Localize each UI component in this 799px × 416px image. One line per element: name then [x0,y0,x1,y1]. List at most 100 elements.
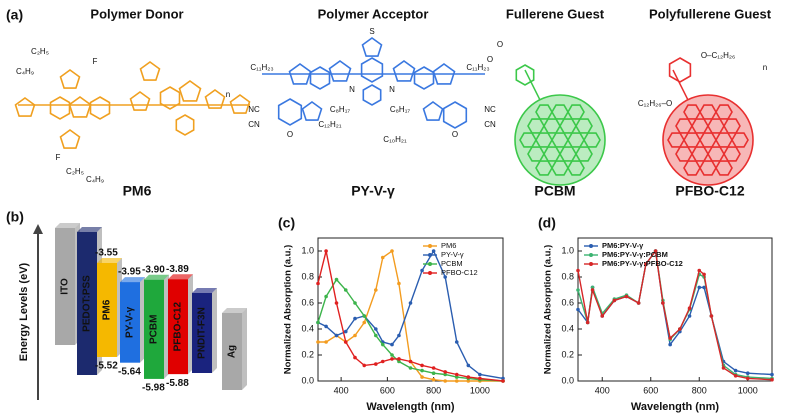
y-tick-label: 0.6 [301,297,314,307]
data-point [501,379,505,383]
data-point [324,249,328,253]
block-label: PM6 [102,299,113,320]
data-point [600,314,605,318]
structure-label: C₄H₉ [16,67,34,76]
legend-marker [428,253,432,257]
homo-label: -5.64 [118,366,141,377]
block-top [77,227,102,232]
data-point [576,307,580,312]
structure-ring [175,114,195,136]
axis-arrow [33,224,43,234]
data-point [374,327,378,331]
x-tick-label: 600 [643,385,658,395]
data-point [624,294,629,299]
data-point [576,268,580,273]
legend-marker [589,253,593,257]
legend-label: PCBM [441,259,463,268]
lumo-label: -3.95 [118,267,141,278]
data-point [770,377,774,382]
legend-label: PY-V-γ [441,250,464,259]
structure-label: N [349,85,355,94]
structure-ring [328,60,352,82]
block-side [140,277,145,363]
energy-block [120,282,140,363]
x-axis-title: Wavelength (nm) [366,401,455,413]
y-tick-label: 1.0 [301,245,314,255]
data-point [362,363,367,368]
data-point [334,333,339,338]
block-label: PEDOT:PSS [82,275,93,332]
data-point [343,340,348,344]
data-point [702,272,706,277]
data-point [380,255,385,260]
legend-marker [428,262,432,266]
structure-name: PCBM [534,183,575,199]
y-tick-label: 0.8 [561,271,574,281]
structure-ring [535,160,553,176]
energy-block [144,279,164,379]
structure-ring [89,96,111,120]
structure-category: Polyfullerene Guest [649,6,772,21]
data-point [745,371,750,376]
structure-ring [413,66,435,90]
structure-label: C₄H₉ [86,175,104,184]
energy-block [192,293,212,373]
legend-label: PM6:PY-V-γ [602,241,644,250]
panel-label: (a) [6,7,23,23]
data-point [590,285,595,290]
structure-label: C₁₂H₂₁ [318,120,341,129]
data-point [353,333,357,338]
y-tick-label: 0.4 [561,323,574,333]
data-point [374,333,378,338]
structure-ring [277,98,303,126]
data-point [343,329,348,334]
data-point [362,320,367,325]
y-tick-label: 0.4 [301,323,314,333]
data-point [678,327,682,331]
x-axis-title: Wavelength (nm) [631,401,720,413]
legend-marker [589,244,593,248]
y-tick-label: 0.2 [561,349,574,359]
data-point [431,371,436,376]
data-point [466,375,471,379]
x-tick-label: 400 [595,385,610,395]
data-point [443,372,447,377]
data-point [397,281,401,286]
data-point [390,357,394,361]
data-point [431,249,436,253]
structure-label: CN [248,120,260,129]
data-point [316,320,320,325]
data-point [324,294,328,299]
structure-label: C₈H₁₇ [390,105,411,114]
x-tick-label: 800 [692,385,707,395]
data-point [316,281,320,286]
data-point [585,320,590,325]
block-side [242,308,247,390]
structure-label: CN [484,120,496,129]
structure-ring [361,37,383,57]
x-tick-label: 1000 [738,385,758,395]
plot-frame [317,237,504,382]
legend-label: PM6:PY-V-γ:PCBM [602,250,668,259]
energy-block [222,313,242,390]
structure-label: O [287,130,293,139]
data-point [353,316,357,321]
data-point [454,372,459,377]
data-point [397,333,401,338]
data-point [343,288,348,292]
structure-ring [301,101,323,121]
data-point [397,359,401,364]
data-point [702,285,706,290]
structure-ring [668,57,692,83]
structure-ring [567,160,585,176]
structure-ring [14,97,36,117]
data-point [390,342,394,347]
structure-ring [583,132,601,148]
structure-ring [551,160,569,176]
structure-ring [442,101,468,129]
structure-label: O [452,130,458,139]
structure-label: F [93,57,98,66]
structure-label: NC [248,105,260,114]
homo-label: -5.52 [95,361,118,372]
